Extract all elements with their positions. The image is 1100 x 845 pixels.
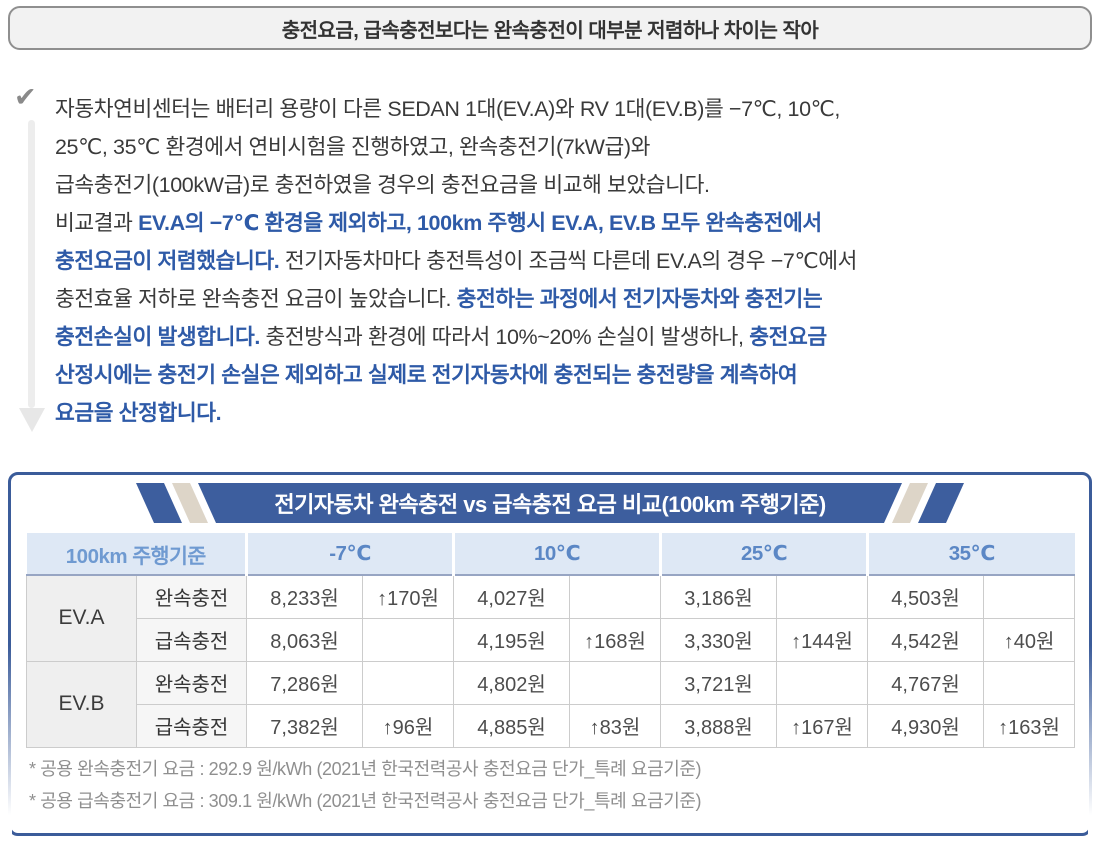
corner-header: 100km 주행기준 [26,533,247,576]
vehicle-cell: EV.B [26,660,137,748]
highlight-text: 산정시에는 충전기 손실은 제외하고 실제로 전기자동차에 충전되는 충전량을 … [55,363,798,387]
diff-cell [983,574,1076,619]
body-paragraph: 자동차연비센터는 배터리 용량이 다른 SEDAN 1대(EV.A)와 RV 1… [55,90,1090,432]
paragraph-line: 비교결과 EV.A의 −7℃ 환경을 제외하고, 100km 주행시 EV.A,… [55,204,1090,242]
price-cell: 4,503원 [867,574,985,619]
diff-cell [568,660,662,705]
price-cell: 4,195원 [453,617,570,662]
table-title-ribbon: 전기자동차 완속충전 vs 급속충전 요금 비교(100km 주행기준) [130,483,970,523]
price-cell: 4,542원 [867,617,985,662]
diff-cell [362,617,454,662]
table-header-row: 100km 주행기준 -7℃ 10℃ 25℃ 35℃ [26,533,1075,576]
price-cell: 4,802원 [453,660,570,705]
plain-text: 전기자동차마다 충전특성이 조금씩 다른데 EV.A의 경우 −7℃에서 [279,249,857,273]
diff-cell: ↑144원 [776,617,869,662]
highlight-text: 충전손실이 발생합니다. [55,325,260,349]
temp-header: -7℃ [245,533,454,576]
ribbon-shape [136,483,964,523]
charge-type-cell: 급속충전 [136,703,247,748]
paragraph-line: 급속충전기(100kW급)로 충전하였을 경우의 충전요금을 비교해 보았습니다… [55,166,1090,204]
price-cell: 8,233원 [246,574,363,619]
price-cell: 4,027원 [453,574,570,619]
charge-type-cell: 급속충전 [136,617,247,662]
table-title: 전기자동차 완속충전 vs 급속충전 요금 비교(100km 주행기준) [274,492,826,517]
paragraph-line: 충전효율 저하로 완속충전 요금이 높았습니다. 충전하는 과정에서 전기자동차… [55,280,1090,318]
border-fade-right [1088,645,1093,845]
temp-header: 10℃ [451,533,661,576]
plain-text: 25℃, 35℃ 환경에서 연비시험을 진행하였고, 완속충전기(7kW급)와 [55,135,651,159]
price-cell: 4,930원 [867,703,985,748]
comparison-panel: 전기자동차 완속충전 vs 급속충전 요금 비교(100km 주행기준) 100… [7,472,1093,845]
price-cell: 7,382원 [246,703,363,748]
highlight-text: EV.A의 −7℃ 환경을 제외하고, 100km 주행시 EV.A, EV.B… [138,211,822,235]
diff-cell [776,574,869,619]
vehicle-cell: EV.A [26,574,137,662]
timeline-line [28,120,35,408]
plain-text: 급속충전기(100kW급)로 충전하였을 경우의 충전요금을 비교해 보았습니다… [55,173,710,197]
highlight-text: 충전요금 [749,325,827,349]
border-fade-left [7,645,12,845]
price-cell: 8,063원 [246,617,363,662]
charge-cost-table: 100km 주행기준 -7℃ 10℃ 25℃ 35℃ EV.A 완속충전 8,233원 ↑1… [26,533,1076,748]
price-cell: 4,885원 [453,703,570,748]
diff-cell [362,660,454,705]
charge-type-cell: 완속충전 [136,660,247,705]
diff-cell [776,660,869,705]
charge-type-cell: 완속충전 [136,574,247,619]
check-icon: ✔ [14,82,37,112]
highlight-text: 요금을 산정합니다. [55,401,222,425]
paragraph-line: 충전손실이 발생합니다. 충전방식과 환경에 따라서 10%~20% 손실이 발… [55,318,1090,356]
price-cell: 3,721원 [660,660,778,705]
paragraph-line: 충전요금이 저렴했습니다. 전기자동차마다 충전특성이 조금씩 다른데 EV.A… [55,242,1090,280]
highlight-text: 충전요금이 저렴했습니다. [55,249,280,273]
paragraph-line: 자동차연비센터는 배터리 용량이 다른 SEDAN 1대(EV.A)와 RV 1… [55,90,1090,128]
temp-header: 25℃ [659,533,868,576]
table-row: EV.A 완속충전 8,233원 ↑170원 4,027원 3,186원 4,503원 [26,574,1076,662]
price-cell: 7,286원 [246,660,363,705]
plain-text: 충전방식과 환경에 따라서 10%~20% 손실이 발생하나, [259,325,750,349]
headline-title: 충전요금, 급속충전보다는 완속충전이 대부분 저렴하나 차이는 작아 [281,19,819,42]
price-cell: 3,888원 [660,703,778,748]
footnote-line: * 공용 완속충전기 요금 : 292.9 원/kWh (2021년 한국전력공… [29,759,702,779]
table-row: 급속충전 8,063원 4,195원 ↑168원 3,330원 ↑144원 4,542원 ↑4… [27,617,1076,662]
diff-cell: ↑40원 [983,617,1076,662]
diff-cell: ↑167원 [776,703,869,748]
diff-cell [983,660,1076,705]
diff-cell [568,574,662,619]
paragraph-line: 25℃, 35℃ 환경에서 연비시험을 진행하였고, 완속충전기(7kW급)와 [55,128,1090,166]
temp-header: 35℃ [866,533,1075,576]
diff-cell: ↑83원 [568,703,662,748]
paragraph-line: 산정시에는 충전기 손실은 제외하고 실제로 전기자동차에 충전되는 충전량을 … [55,356,1090,394]
plain-text: 자동차연비센터는 배터리 용량이 다른 SEDAN 1대(EV.A)와 RV 1… [55,97,840,121]
price-cell: 3,186원 [660,574,778,619]
table-row: EV.B 완속충전 7,286원 4,802원 3,721원 4,767원 [26,660,1076,748]
highlight-text: 충전하는 과정에서 전기자동차와 충전기는 [456,287,823,311]
diff-cell: ↑170원 [362,574,454,619]
plain-text: 충전효율 저하로 완속충전 요금이 높았습니다. [55,287,457,311]
paragraph-line: 요금을 산정합니다. [55,394,1090,432]
diff-cell: ↑96원 [362,703,454,748]
footnotes: * 공용 완속충전기 요금 : 292.9 원/kWh (2021년 한국전력공… [29,753,1069,817]
price-cell: 3,330원 [660,617,778,662]
down-arrow-icon [19,408,45,432]
table-row: 급속충전 7,382원 ↑96원 4,885원 ↑83원 3,888원 ↑167원 4,930… [27,703,1076,748]
plain-text: 비교결과 [55,211,139,235]
diff-cell: ↑168원 [568,617,662,662]
headline-box: 충전요금, 급속충전보다는 완속충전이 대부분 저렴하나 차이는 작아 [8,6,1092,50]
footnote-line: * 공용 급속충전기 요금 : 309.1 원/kWh (2021년 한국전력공… [29,791,702,811]
diff-cell: ↑163원 [983,703,1076,748]
price-cell: 4,767원 [867,660,985,705]
